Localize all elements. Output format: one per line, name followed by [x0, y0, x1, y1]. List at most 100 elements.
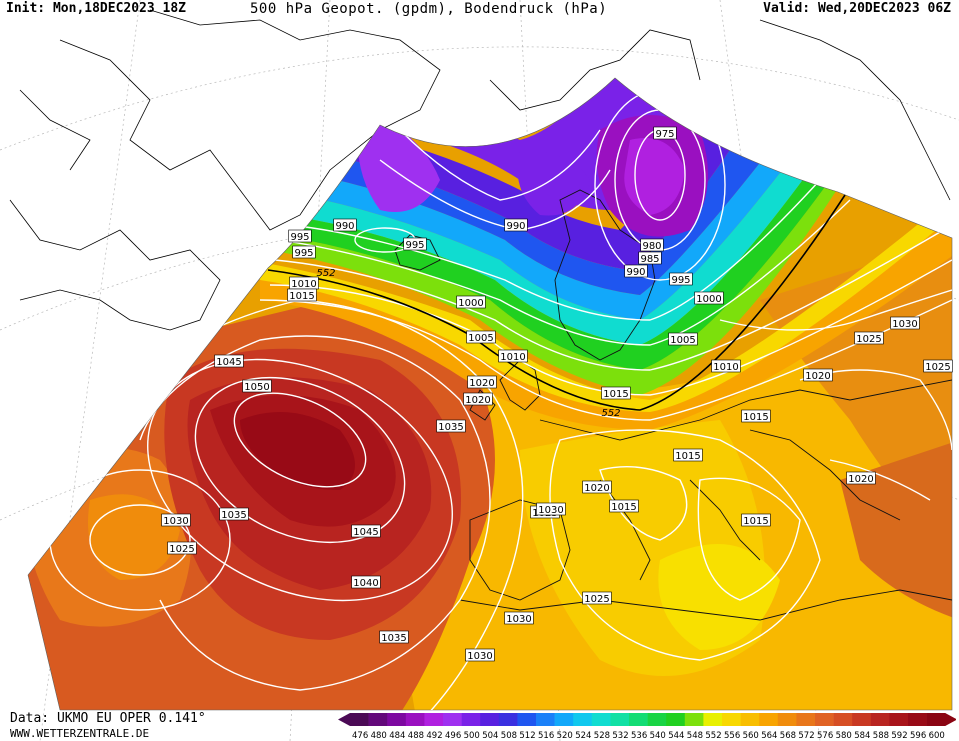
isobar-label: 1015	[601, 386, 631, 400]
legend-swatch	[461, 713, 481, 726]
legend-tick-label: 572	[798, 731, 814, 740]
color-legend: 476 480 484 488 492 496 500 504 508 512 516 520 524 5…	[338, 713, 956, 740]
svg-text:1000: 1000	[696, 294, 721, 305]
legend-swatch	[610, 713, 630, 726]
isobar-label: 1040	[351, 575, 381, 589]
isobar-label: 1030	[504, 611, 534, 625]
legend-tick-label: 600	[929, 731, 945, 740]
isobar-label: 1005	[466, 330, 496, 344]
legend-tick-label: 564	[761, 731, 777, 740]
website-url: WWW.WETTERZENTRALE.DE	[10, 727, 150, 740]
svg-text:1050: 1050	[244, 382, 269, 393]
svg-text:1020: 1020	[584, 483, 609, 494]
svg-text:1015: 1015	[611, 502, 636, 513]
geopotential-labels: 552 552	[316, 268, 620, 419]
isobar-label: 1015	[609, 499, 639, 513]
svg-text:990: 990	[335, 221, 354, 232]
geopotential-552-contour	[267, 194, 846, 411]
valid-time: Valid: Wed,20DEC2023 06Z	[763, 1, 951, 16]
legend-tick-label: 520	[557, 731, 573, 740]
isobar-label: 995	[288, 229, 312, 243]
svg-text:1005: 1005	[468, 333, 493, 344]
isobar-label: 1020	[463, 392, 493, 406]
isobar-label: 1030	[161, 513, 191, 527]
svg-text:1025: 1025	[584, 594, 609, 605]
svg-text:975: 975	[655, 129, 674, 140]
legend-swatch	[908, 713, 927, 726]
isobar-label: 1030	[890, 316, 920, 330]
legend-swatch	[926, 713, 946, 726]
legend-tick-label: 492	[426, 731, 442, 740]
legend-swatch	[740, 713, 760, 726]
svg-text:995: 995	[405, 240, 424, 251]
legend-swatch	[350, 713, 369, 726]
legend-tick-label: 532	[612, 731, 628, 740]
legend-tick-label: 580	[836, 731, 852, 740]
legend-tick-label: 504	[482, 731, 498, 740]
legend-swatch	[591, 713, 611, 726]
svg-text:1030: 1030	[467, 651, 492, 662]
svg-text:1025: 1025	[856, 334, 881, 345]
map-title: 500 hPa Geopot. (gpdm), Bodendruck (hPa)	[250, 1, 608, 17]
isobar-label: 1010	[498, 349, 528, 363]
isobar-label: 975	[653, 126, 677, 140]
svg-text:1015: 1015	[743, 516, 768, 527]
svg-text:1020: 1020	[805, 371, 830, 382]
svg-text:1045: 1045	[353, 527, 378, 538]
legend-tick-label: 560	[743, 731, 759, 740]
isobar-label: 1015	[287, 288, 317, 302]
legend-tick-label: 576	[817, 731, 833, 740]
legend-swatch	[554, 713, 574, 726]
svg-text:980: 980	[642, 241, 661, 252]
legend-tick-label: 528	[594, 731, 610, 740]
isobar-label: 1025	[582, 591, 612, 605]
legend-swatch	[498, 713, 518, 726]
svg-text:1035: 1035	[438, 422, 463, 433]
legend-tick-label: 488	[408, 731, 424, 740]
isobar-label: 1030	[465, 648, 495, 662]
legend-tick-label: 480	[371, 731, 387, 740]
isobar-label: 1020	[803, 368, 833, 382]
legend-tick-label: 536	[631, 731, 647, 740]
legend-swatch	[480, 713, 500, 726]
isobar-label: 1015	[673, 448, 703, 462]
svg-text:1010: 1010	[500, 352, 525, 363]
svg-text:1025: 1025	[169, 544, 194, 555]
legend-swatch	[517, 713, 537, 726]
svg-text:1000: 1000	[458, 298, 483, 309]
isobar-label: 1000	[456, 295, 486, 309]
legend-swatch	[815, 713, 834, 726]
legend-swatch	[387, 713, 407, 726]
legend-swatch	[573, 713, 593, 726]
isobar-label: 995	[669, 272, 693, 286]
sector-outline	[27, 77, 953, 711]
legend-swatch	[722, 713, 741, 726]
legend-tick-label: 496	[445, 731, 461, 740]
isobar-label: 1050	[242, 379, 272, 393]
svg-text:1015: 1015	[289, 291, 314, 302]
svg-text:1030: 1030	[538, 505, 563, 516]
svg-text:1020: 1020	[848, 474, 873, 485]
svg-text:995: 995	[290, 232, 309, 243]
isobar-label: 990	[624, 264, 648, 278]
legend-tick-label: 476	[352, 731, 368, 740]
svg-text:1030: 1030	[163, 516, 188, 527]
legend-swatch	[852, 713, 872, 726]
svg-text:1015: 1015	[743, 412, 768, 423]
geopotential-label: 552	[601, 408, 620, 419]
svg-text:1030: 1030	[892, 319, 917, 330]
isobar-label: 1045	[351, 524, 381, 538]
legend-swatch	[424, 713, 444, 726]
legend-swatch	[666, 713, 686, 726]
isobar-labels: 975 980 985 990 990 990 995 995 995 995 1000 1000 10…	[161, 126, 953, 662]
isobar-label: 1005	[668, 332, 698, 346]
legend-arrow-right	[945, 713, 956, 726]
svg-text:1045: 1045	[216, 357, 241, 368]
isobar-label: 1020	[846, 471, 876, 485]
svg-text:990: 990	[626, 267, 645, 278]
legend-tick-label: 484	[389, 731, 405, 740]
legend-tick-label: 516	[538, 731, 554, 740]
svg-text:1020: 1020	[465, 395, 490, 406]
isobar-label: 1035	[436, 419, 466, 433]
